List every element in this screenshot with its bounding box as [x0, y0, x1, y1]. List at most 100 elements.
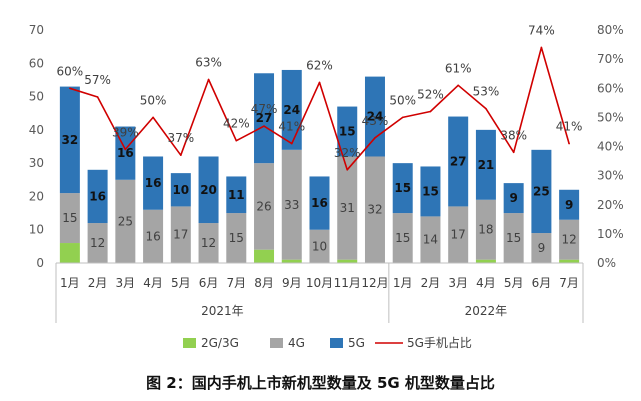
x-tick-label-12: 12月: [361, 276, 388, 290]
x-tick-label-4: 4月: [143, 276, 163, 290]
bar-label-4g-4: 16: [145, 229, 160, 243]
y-left-tick-label: 30: [29, 156, 44, 170]
bar-5g-16: [475, 129, 496, 200]
bar-label-4g-3: 25: [118, 214, 133, 228]
bar-label-4g-12: 32: [367, 203, 382, 217]
bar-label-4g-6: 12: [201, 236, 216, 250]
bar-4g-16: [475, 199, 496, 260]
bar-5g-1: [59, 86, 80, 194]
bar-5g-14: [420, 166, 441, 217]
bar-4g-2: [87, 223, 108, 263]
x-group-label-1: 2021年: [201, 304, 244, 318]
bar-4g-9: [281, 149, 302, 260]
bar-2g3g-1: [59, 243, 80, 263]
x-tick-label-17: 5月: [504, 276, 524, 290]
legend-swatch-4g: [270, 338, 283, 348]
line-point-share-9: [290, 142, 293, 145]
y-left-tick-label: 20: [29, 189, 44, 203]
x-tick-label-10: 10月: [306, 276, 333, 290]
bar-label-4g-17: 15: [506, 231, 521, 245]
bar-4g-4: [143, 209, 164, 263]
bar-4g-1: [59, 193, 80, 244]
bar-label-4g-9: 33: [284, 198, 299, 212]
line-label-share-13: 50%: [389, 93, 416, 107]
line-label-share-12: 43%: [362, 114, 389, 128]
line-label-share-8: 47%: [251, 102, 278, 116]
bar-label-4g-11: 31: [340, 201, 355, 215]
bar-4g-10: [309, 229, 330, 263]
x-tick-label-6: 6月: [199, 276, 219, 290]
line-label-share-14: 52%: [417, 88, 444, 102]
bar-5g-12: [364, 76, 385, 157]
bar-2g3g-8: [254, 249, 275, 263]
x-tick-label-11: 11月: [334, 276, 361, 290]
x-tick-label-7: 7月: [226, 276, 246, 290]
bar-label-5g-2: 16: [89, 189, 106, 203]
legend-label-2g3g: 2G/3G: [201, 336, 239, 350]
bar-4g-8: [254, 163, 275, 250]
bar-label-5g-7: 11: [228, 188, 245, 202]
y-right-tick-label: 80%: [597, 23, 624, 37]
bar-label-5g-10: 16: [311, 196, 328, 210]
bar-5g-8: [254, 73, 275, 164]
bar-4g-17: [503, 213, 524, 263]
x-tick-label-18: 6月: [532, 276, 552, 290]
y-left-tick-label: 60: [29, 56, 44, 70]
bar-4g-7: [226, 213, 247, 263]
x-tick-label-14: 2月: [421, 276, 441, 290]
bar-4g-11: [337, 156, 358, 260]
bar-label-5g-9: 24: [283, 103, 300, 117]
bar-4g-19: [559, 219, 580, 260]
bar-5g-19: [559, 189, 580, 220]
y-right-tick-label: 20%: [597, 198, 624, 212]
legend-label-share: 5G手机占比: [407, 335, 472, 350]
y-right-tick-label: 0%: [597, 256, 616, 270]
bar-label-5g-5: 10: [172, 183, 189, 197]
bar-label-5g-6: 20: [200, 183, 217, 197]
bar-label-5g-15: 27: [450, 154, 467, 168]
line-label-share-6: 63%: [195, 56, 222, 70]
line-point-share-19: [568, 142, 570, 145]
bar-4g-6: [198, 223, 219, 263]
line-point-share-17: [512, 151, 515, 154]
bar-5g-7: [226, 176, 247, 214]
legend-label-4g: 4G: [288, 336, 305, 350]
y-right-tick-label: 70%: [597, 52, 624, 66]
bar-5g-2: [87, 169, 108, 224]
line-label-share-10: 62%: [306, 58, 333, 72]
bar-5g-10: [309, 176, 330, 230]
chart-plot: 0 10 20 30 40 50 60 70 0% 10% 20% 30% 40% 50% 60% 70% 80…: [29, 23, 624, 350]
bar-label-5g-1: 32: [62, 133, 79, 147]
line-label-share-4: 50%: [140, 93, 167, 107]
bar-5g-15: [448, 116, 469, 207]
bar-5g-5: [170, 173, 191, 207]
bar-label-4g-15: 17: [451, 228, 466, 242]
bar-label-5g-12: 24: [367, 110, 384, 124]
bar-5g-13: [392, 163, 413, 214]
line-label-share-17: 38%: [500, 128, 527, 142]
line-label-share-19: 41%: [556, 120, 583, 134]
line-label-share-5: 37%: [167, 131, 194, 145]
bar-label-4g-16: 18: [478, 223, 493, 237]
x-tick-label-5: 5月: [171, 276, 191, 290]
y-right-tick-label: 60%: [597, 81, 624, 95]
bar-label-4g-7: 15: [229, 231, 244, 245]
bar-4g-14: [420, 216, 441, 263]
bar-4g-5: [170, 206, 191, 263]
y-left-tick-label: 0: [36, 256, 44, 270]
line-point-share-13: [401, 116, 404, 119]
bar-label-5g-17: 9: [509, 191, 517, 205]
x-tick-label-9: 9月: [282, 276, 302, 290]
bar-2g3g-9: [281, 259, 302, 263]
line-point-share-2: [96, 96, 99, 98]
line-point-share-18: [540, 46, 543, 49]
legend-label-5g: 5G: [348, 336, 365, 350]
bar-4g-15: [448, 206, 469, 263]
bar-label-4g-2: 12: [90, 236, 105, 250]
bar-2g3g-16: [475, 259, 496, 263]
bar-label-4g-13: 15: [395, 231, 410, 245]
line-label-share-15: 61%: [445, 61, 472, 75]
bar-label-5g-8: 27: [256, 111, 273, 125]
x-group-label-2: 2022年: [465, 304, 508, 318]
bar-4g-12: [364, 156, 385, 263]
